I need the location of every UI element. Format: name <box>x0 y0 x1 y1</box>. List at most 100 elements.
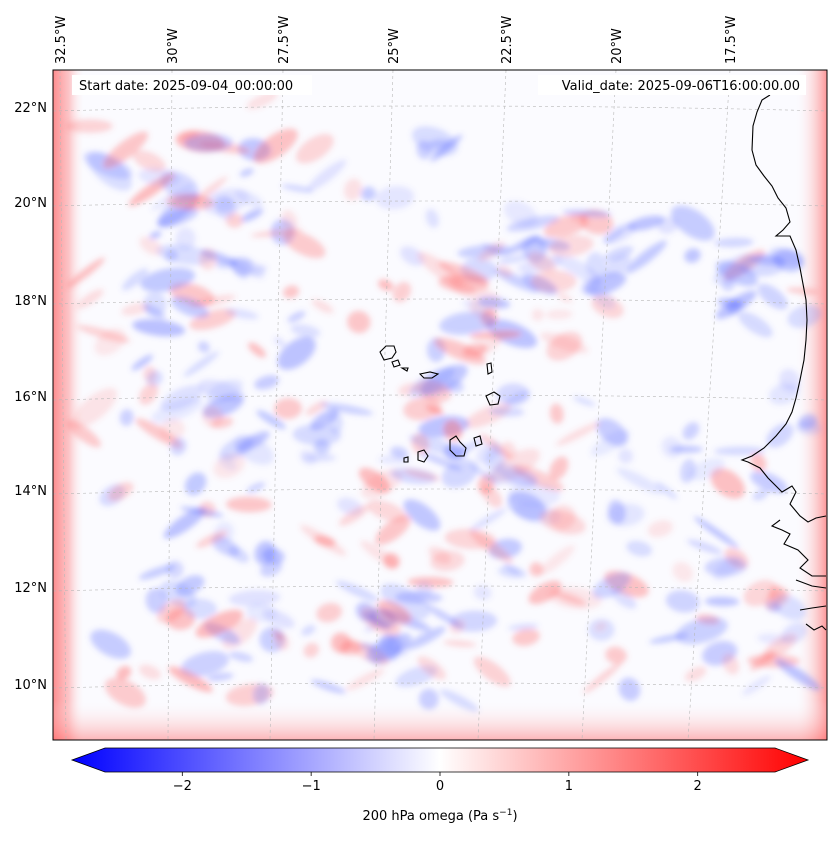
descent-patch <box>449 619 466 634</box>
descent-patch <box>248 342 266 358</box>
ascent-patch <box>249 264 268 276</box>
ascent-patch <box>290 324 321 338</box>
descent-patch <box>199 248 217 270</box>
ascent-patch <box>132 319 186 337</box>
ascent-patch <box>335 580 379 602</box>
ascent-patch <box>446 380 464 393</box>
descent-patch <box>555 422 601 446</box>
ascent-patch <box>228 589 281 607</box>
start-date-label: Start date: 2025-09-04_00:00:00 <box>79 79 293 94</box>
ascent-patch <box>151 397 204 423</box>
descent-patch <box>548 235 594 257</box>
descent-patch <box>478 241 505 262</box>
ascent-patch <box>469 508 507 532</box>
descent-patch <box>367 500 407 522</box>
descent-patch <box>438 261 489 284</box>
ascent-patch <box>704 596 740 607</box>
ascent-patch <box>750 254 786 266</box>
ascent-patch <box>149 231 162 239</box>
ascent-patch <box>441 459 478 488</box>
descent-patch <box>449 277 476 298</box>
island-fogo <box>417 449 429 463</box>
ascent-patch <box>386 636 403 661</box>
ascent-patch <box>715 260 758 287</box>
longitude-label: 30°W <box>166 28 181 64</box>
descent-patch <box>434 337 486 365</box>
colorbar-bar <box>70 747 810 773</box>
meridian-line <box>59 70 67 740</box>
ascent-patch <box>157 207 199 228</box>
descent-patch <box>378 279 394 291</box>
descent-patch <box>316 602 343 623</box>
ascent-patch <box>604 227 627 244</box>
descent-patch <box>283 285 300 299</box>
descent-patch <box>512 628 540 646</box>
descent-patch <box>281 210 298 232</box>
island-santiago <box>449 435 467 457</box>
ascent-patch <box>360 186 376 201</box>
ascent-patch <box>489 406 525 417</box>
ascent-patch <box>146 370 163 387</box>
ascent-patch <box>626 215 665 231</box>
latitude-label: 16°N <box>14 390 47 405</box>
descent-patch <box>750 651 776 671</box>
ascent-patch <box>229 651 254 662</box>
ascent-patch <box>590 429 630 457</box>
descent-patch <box>377 600 412 624</box>
ascent-patch <box>239 168 254 177</box>
island-maio <box>473 435 483 447</box>
ascent-patch <box>608 499 626 524</box>
ascent-patch <box>603 246 634 262</box>
descent-patch <box>360 607 400 637</box>
ascent-patch <box>473 585 492 601</box>
descent-patch <box>684 666 707 682</box>
ascent-patch <box>603 255 631 278</box>
ascent-patch <box>787 304 822 328</box>
descent-patch <box>538 545 575 576</box>
start-date-box <box>72 75 312 95</box>
ascent-patch <box>215 196 236 220</box>
colorbar-tick-label: 2 <box>694 779 702 794</box>
descent-patch <box>358 467 391 493</box>
descent-patch <box>202 406 223 428</box>
descent-patch <box>750 453 767 472</box>
descent-patch <box>430 550 465 572</box>
descent-patch <box>295 133 334 164</box>
ascent-patch <box>253 683 270 705</box>
longitude-label: 32.5°W <box>54 16 69 64</box>
graticule <box>53 70 827 740</box>
descent-patch <box>345 668 385 691</box>
ascent-patch <box>439 311 495 335</box>
ascent-patch <box>390 446 409 459</box>
latitude-label: 10°N <box>14 678 47 693</box>
parallel-line <box>53 585 827 592</box>
parallel-line <box>53 488 827 495</box>
descent-patch <box>392 281 411 303</box>
omega-field <box>53 70 827 740</box>
ascent-patch <box>665 590 700 613</box>
ascent-patch <box>131 354 153 371</box>
ascent-patch <box>675 617 728 645</box>
ascent-patch <box>553 253 603 284</box>
meridian-line <box>477 70 507 740</box>
ascent-patch <box>462 300 491 312</box>
descent-patch <box>474 338 502 358</box>
coastline <box>379 94 827 631</box>
descent-patch <box>343 178 363 201</box>
ascent-patch <box>439 689 479 712</box>
colorbar: −2 −1 0 1 2 200 hPa omega (Pa s−1) <box>70 747 810 824</box>
descent-patch <box>283 231 326 259</box>
ascent-patch <box>310 679 346 694</box>
ascent-patch <box>197 341 210 353</box>
descent-patch <box>549 403 564 424</box>
descent-patch <box>347 310 371 334</box>
ascent-patch <box>157 244 212 265</box>
ascent-patch <box>170 437 187 456</box>
descent-patch <box>195 530 228 548</box>
descent-patch <box>545 309 573 320</box>
descent-patch <box>403 469 441 481</box>
descent-patch <box>444 528 497 550</box>
ascent-patch <box>303 453 337 462</box>
ascent-patch <box>470 464 501 486</box>
descent-patch <box>530 270 577 293</box>
